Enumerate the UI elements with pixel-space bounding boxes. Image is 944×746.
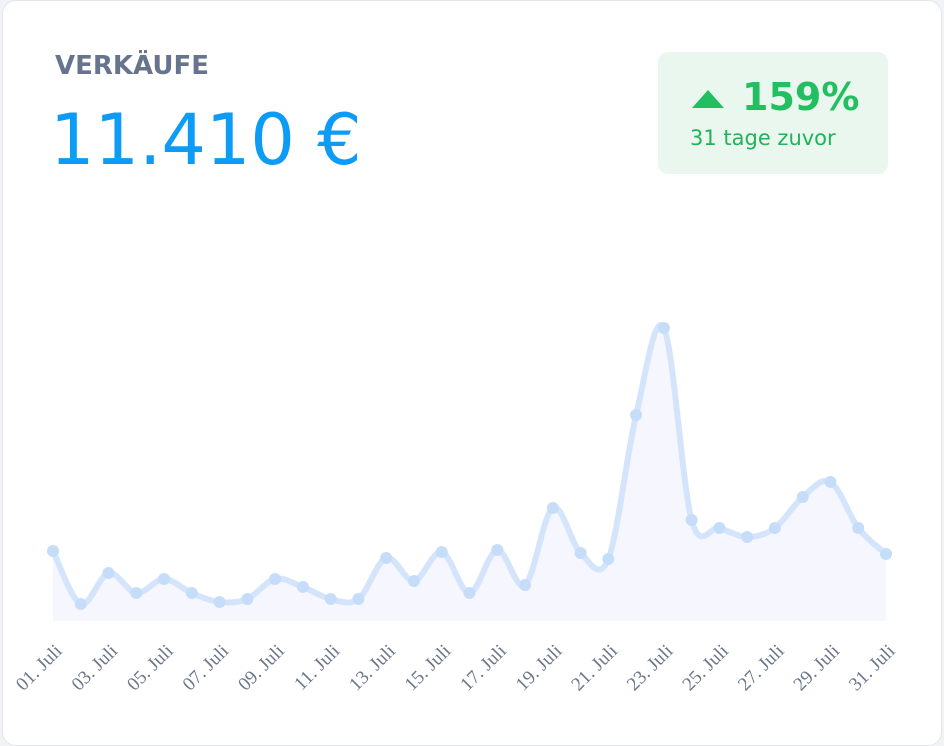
point (741, 531, 754, 543)
point (824, 476, 837, 488)
x-tick-label: 15. Juli (401, 641, 455, 695)
point (47, 545, 59, 557)
change: 159% (742, 75, 859, 119)
x-tick-label: 29. Juli (790, 641, 844, 695)
point (602, 553, 615, 565)
x-tick-label: 01. Juli (12, 641, 66, 695)
point (185, 587, 198, 599)
change-note: 31 tage zuvor (690, 126, 836, 150)
point (713, 522, 726, 534)
x-tick-label: 13. Juli (345, 641, 399, 695)
point (130, 587, 143, 599)
x-tick-label: 09. Juli (234, 641, 288, 695)
point (463, 587, 476, 599)
x-tick-label: 19. Juli (512, 641, 566, 695)
point (213, 596, 226, 608)
x-tick-label: 31. Juli (845, 641, 899, 695)
change-badge (658, 52, 888, 174)
point (546, 502, 559, 514)
point (852, 522, 865, 534)
point (74, 598, 87, 610)
point (380, 552, 393, 564)
x-tick-label: 11. Juli (290, 641, 344, 695)
point (880, 548, 892, 560)
point (519, 579, 532, 591)
point (768, 522, 781, 534)
total: 11.410 € (50, 99, 362, 181)
x-tick-label: 03. Juli (68, 641, 122, 695)
point (324, 593, 337, 605)
point (435, 546, 448, 558)
point (352, 593, 365, 605)
point (685, 514, 698, 526)
point (491, 544, 504, 556)
point (241, 593, 254, 605)
point (657, 322, 670, 334)
point (630, 409, 643, 421)
x-tick-label: 17. Juli (456, 641, 510, 695)
point (796, 491, 809, 503)
x-tick-label: 21. Juli (567, 641, 621, 695)
card-title: VERKÄUFE (55, 49, 209, 81)
point (102, 567, 115, 579)
x-tick-label: 27. Juli (734, 641, 788, 695)
x-tick-label: 07. Juli (179, 641, 233, 695)
point (296, 581, 309, 593)
point (407, 575, 420, 587)
point (269, 573, 282, 585)
point (158, 573, 171, 585)
x-tick-label: 05. Juli (123, 641, 177, 695)
up-arrow (692, 90, 724, 108)
x-tick-label: 25. Juli (679, 641, 733, 695)
point (574, 547, 587, 559)
area (53, 325, 886, 621)
x-tick-label: 23. Juli (623, 641, 677, 695)
